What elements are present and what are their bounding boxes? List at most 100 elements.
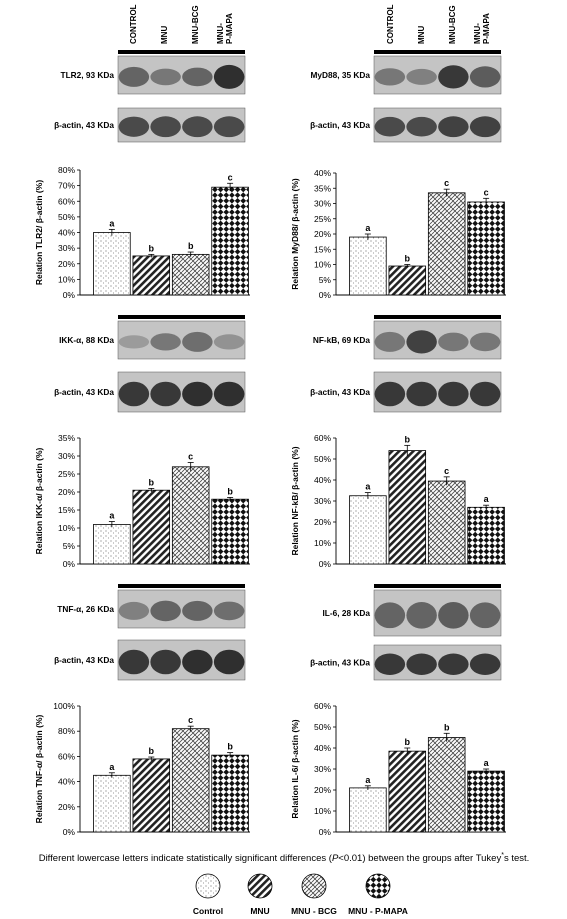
blot-label: NF-kB, 69 KDa (313, 335, 371, 345)
significance-letter: b (149, 243, 155, 253)
bar (132, 489, 171, 565)
bar (93, 774, 131, 833)
y-tick-label: 15% (314, 244, 331, 254)
y-tick-label: 60% (58, 196, 75, 206)
blot-label: β-actin, 43 KDa (310, 658, 370, 668)
chart-nfkb: 0% 10% 20% 30% 40% 50% 60% Relation NF-kB/ β-ac… (290, 433, 506, 569)
y-axis-label: Relation NF-kB/ β-actin (%) (290, 446, 300, 555)
y-tick-label: 0% (63, 290, 76, 300)
y-tick-label: 70% (58, 181, 75, 191)
y-tick-label: 0% (319, 290, 332, 300)
blot-il6: IL-6, 28 KDa (323, 584, 502, 637)
bar (93, 524, 131, 565)
y-tick-label: 60% (58, 751, 75, 761)
blot-band (150, 600, 181, 622)
bar (349, 236, 387, 296)
header-mnu-bcg: MNU-BCG (448, 5, 457, 44)
y-axis-label: Relation IL-6/ β-actin (%) (290, 719, 300, 818)
legend-item-control: Control (193, 873, 223, 916)
bar (427, 737, 466, 833)
blot-tnf: TNF-α, 26 KDa (57, 584, 246, 629)
header-mnu: MNU (417, 26, 426, 44)
blot-band (438, 381, 469, 407)
significance-letter: c (188, 715, 193, 725)
blot-band (406, 381, 437, 407)
significance-letter: b (405, 737, 411, 747)
significance-letter: c (228, 172, 233, 182)
blot-band (182, 67, 213, 87)
blot-label: β-actin, 43 KDa (310, 120, 370, 130)
blot-band (469, 381, 501, 407)
y-tick-label: 60% (314, 701, 331, 711)
caption-text-2: <0.01) between the groups after Tukey (338, 853, 502, 865)
blot-band (469, 116, 501, 138)
significance-letter: b (227, 486, 233, 496)
y-tick-label: 30% (314, 764, 331, 774)
blot-tnf-actin: β-actin, 43 KDa (54, 639, 246, 681)
blot-band (213, 116, 245, 138)
chart-ikk: 0% 5% 10% 15% 20% 25% 30% 35% Relation IKK-α/ β-… (34, 433, 250, 569)
blot-tlr2-actin: β-actin, 43 KDa (54, 107, 246, 143)
bar (388, 265, 427, 296)
blot-band (374, 68, 406, 86)
y-tick-label: 30% (314, 496, 331, 506)
y-tick-label: 50% (314, 722, 331, 732)
header-mnu-bcg: MNU-BCG (191, 5, 200, 44)
blot-label: TNF-α, 26 KDa (57, 604, 114, 614)
y-tick-label: 5% (63, 541, 76, 551)
significance-letter: a (365, 482, 371, 492)
bar (467, 770, 505, 833)
bar (93, 232, 131, 296)
blot-myd88-actin: β-actin, 43 KDa (310, 107, 502, 143)
blot-band (469, 66, 501, 88)
header-control: CONTROL (386, 4, 395, 44)
blot-ikk: IKK-α, 88 KDa (59, 315, 246, 360)
bar (349, 495, 387, 565)
blot-band (438, 332, 469, 352)
y-tick-label: 60% (314, 433, 331, 443)
bar (388, 450, 427, 565)
bar (211, 754, 249, 833)
blot-band (118, 116, 150, 137)
significance-letter: a (365, 775, 371, 785)
blot-band (150, 649, 181, 675)
blot-band (182, 331, 213, 352)
blot-band (438, 116, 469, 138)
y-tick-label: 10% (314, 260, 331, 270)
blot-label: IL-6, 28 KDa (323, 608, 371, 618)
y-tick-label: 40% (58, 777, 75, 787)
blot-label: β-actin, 43 KDa (54, 655, 114, 665)
bar (427, 192, 466, 296)
bar (132, 255, 171, 296)
significance-letter: a (484, 758, 490, 768)
blot-band (213, 64, 245, 89)
blot-band (182, 649, 213, 675)
blot-band (374, 381, 406, 407)
blot-label: IKK-α, 88 KDa (59, 335, 114, 345)
blot-myd88: MyD88, 35 KDa (311, 50, 502, 95)
bar (171, 728, 210, 833)
y-tick-label: 25% (58, 469, 75, 479)
y-tick-label: 10% (314, 538, 331, 548)
blot-band (374, 602, 406, 629)
legend-item-mnu: MNU (247, 873, 273, 916)
significance-letter: c (484, 187, 489, 197)
significance-letter: b (188, 241, 194, 251)
y-tick-label: 50% (314, 454, 331, 464)
y-tick-label: 5% (319, 275, 332, 285)
blot-band (374, 653, 406, 675)
blot-band (118, 335, 150, 349)
bar (171, 466, 210, 565)
chart-il6: 0% 10% 20% 30% 40% 50% 60% Relation IL-6/ β-act… (290, 701, 506, 837)
blot-band (406, 116, 437, 137)
y-axis-label: Relation IKK-α/ β-actin (%) (34, 447, 44, 554)
chart-tlr2: 0% 10% 20% 30% 40% 50% 60% 70% 80% Relation TLR2/… (34, 165, 250, 300)
group-headers-right: CONTROL MNU MNU-BCG MNU-P-MAPA (386, 4, 491, 44)
significance-letter: a (365, 223, 371, 233)
y-tick-label: 40% (58, 228, 75, 238)
bar (349, 787, 387, 833)
significance-letter: c (188, 451, 193, 461)
chart-tnf: 0% 20% 40% 60% 80% 100% Relation TNF-α/ β-acti… (34, 701, 250, 837)
blot-band (469, 653, 501, 675)
blot-band (469, 602, 501, 629)
